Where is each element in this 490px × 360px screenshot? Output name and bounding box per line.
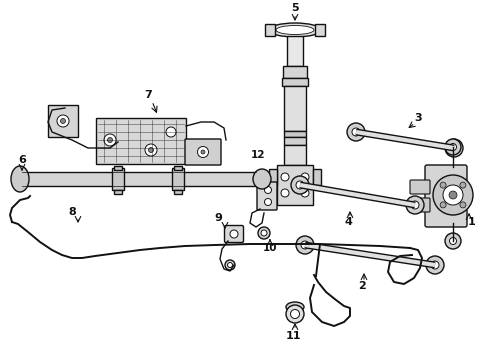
Bar [313,169,321,185]
Circle shape [281,173,289,181]
Bar [284,145,306,165]
Bar [114,190,122,194]
Circle shape [225,260,235,270]
Ellipse shape [253,169,271,189]
Circle shape [449,238,457,244]
Bar [282,78,308,86]
FancyBboxPatch shape [277,165,313,205]
Bar [284,131,306,137]
Bar [112,168,124,190]
Bar [284,86,306,131]
FancyBboxPatch shape [257,182,277,210]
Circle shape [445,139,463,157]
FancyBboxPatch shape [410,180,430,194]
Text: 12: 12 [251,150,265,160]
Text: 6: 6 [18,155,26,165]
Ellipse shape [276,26,314,35]
Circle shape [265,198,271,206]
Circle shape [145,144,157,156]
Circle shape [443,185,463,205]
Bar [174,166,182,170]
Bar [265,24,275,36]
Circle shape [258,227,270,239]
Ellipse shape [11,166,29,192]
Bar [283,66,307,78]
Circle shape [450,144,458,152]
Text: 5: 5 [291,3,299,13]
Circle shape [60,118,66,123]
Circle shape [286,305,304,323]
Circle shape [107,138,113,143]
Bar [174,190,182,194]
Circle shape [352,128,360,136]
FancyBboxPatch shape [224,225,244,243]
Circle shape [296,236,314,254]
Circle shape [281,189,289,197]
Text: 11: 11 [285,331,301,341]
Circle shape [460,202,466,208]
Text: 7: 7 [144,90,152,100]
Circle shape [440,182,446,188]
Circle shape [57,115,69,127]
Circle shape [406,196,424,214]
Circle shape [261,230,267,236]
Circle shape [301,173,309,181]
Bar [287,36,303,66]
Circle shape [445,233,461,249]
FancyBboxPatch shape [185,139,221,165]
Circle shape [433,175,473,215]
FancyBboxPatch shape [410,198,430,212]
Bar [114,166,122,170]
Circle shape [201,150,205,154]
Bar [315,24,325,36]
Circle shape [197,147,209,158]
Bar [18,172,263,186]
Circle shape [104,134,116,146]
Ellipse shape [286,302,304,312]
Circle shape [431,261,439,269]
Ellipse shape [269,23,321,37]
Text: 9: 9 [214,213,222,223]
FancyBboxPatch shape [96,118,186,164]
Circle shape [449,191,457,199]
Bar [284,137,306,145]
Circle shape [291,310,299,319]
Circle shape [440,202,446,208]
Text: 10: 10 [263,243,277,253]
FancyBboxPatch shape [425,165,467,227]
Circle shape [411,201,419,209]
Circle shape [166,127,176,137]
Circle shape [148,148,153,153]
Text: 1: 1 [468,217,476,227]
Bar [269,169,277,185]
Circle shape [445,139,461,155]
Text: 4: 4 [344,217,352,227]
Circle shape [296,181,304,189]
Text: 2: 2 [358,281,366,291]
Text: 8: 8 [68,207,76,217]
Circle shape [227,262,232,267]
Bar [172,168,184,190]
Circle shape [230,230,238,238]
Circle shape [265,186,271,194]
Circle shape [301,189,309,197]
Circle shape [291,176,309,194]
Text: 3: 3 [414,113,422,123]
FancyBboxPatch shape [48,105,78,137]
Circle shape [460,182,466,188]
Circle shape [426,256,444,274]
Circle shape [347,123,365,141]
Circle shape [449,144,457,150]
Circle shape [301,241,309,249]
